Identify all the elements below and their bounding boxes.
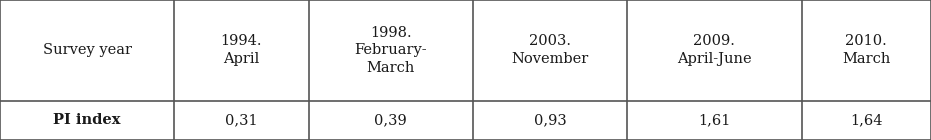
Text: Survey year: Survey year (43, 43, 131, 57)
Text: 0,39: 0,39 (374, 113, 407, 127)
Text: 1,61: 1,61 (698, 113, 731, 127)
Text: 2010.
March: 2010. March (843, 34, 890, 66)
Text: 1994.
April: 1994. April (221, 34, 263, 66)
Text: 2003.
November: 2003. November (511, 34, 588, 66)
Text: 1998.
February-
March: 1998. February- March (355, 25, 427, 75)
Text: 1,64: 1,64 (850, 113, 883, 127)
Text: 0,31: 0,31 (225, 113, 258, 127)
Text: 2009.
April-June: 2009. April-June (677, 34, 751, 66)
Text: PI index: PI index (53, 113, 121, 127)
Text: 0,93: 0,93 (533, 113, 566, 127)
